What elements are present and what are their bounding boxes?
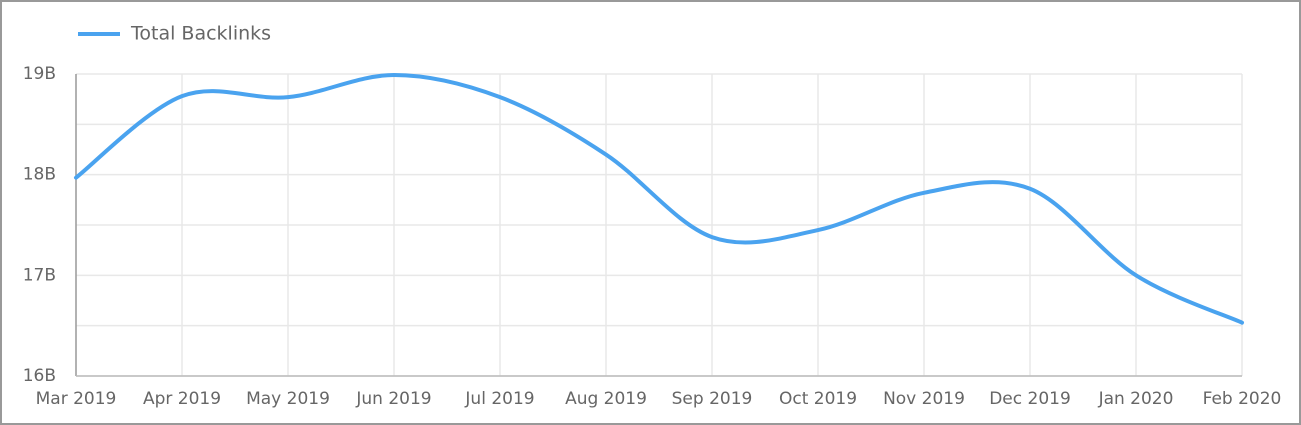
x-tick-label: Aug 2019 [565,389,647,409]
y-tick-label: 19B [23,64,56,84]
x-tick-label: Nov 2019 [883,389,965,409]
legend-label: Total Backlinks [130,23,271,45]
y-tick-label: 16B [23,366,56,386]
x-tick-label: Jul 2019 [464,389,534,409]
x-tick-label: Feb 2020 [1203,389,1282,409]
x-tick-label: Mar 2019 [36,389,117,409]
y-tick-label: 17B [23,265,56,285]
y-tick-label: 18B [23,165,56,185]
x-tick-label: Apr 2019 [143,389,221,409]
x-tick-label: Sep 2019 [672,389,753,409]
x-tick-label: Oct 2019 [779,389,857,409]
line [74,73,1244,325]
x-tick-label: May 2019 [246,389,330,409]
x-tick-label: Dec 2019 [989,389,1071,409]
x-tick-label: Jun 2019 [355,389,431,409]
x-tick-label: Jan 2020 [1098,389,1174,409]
